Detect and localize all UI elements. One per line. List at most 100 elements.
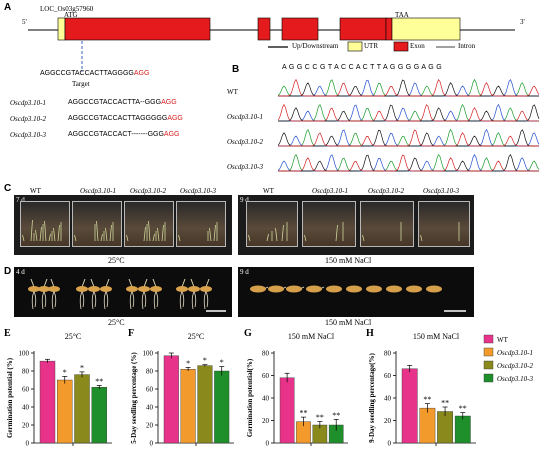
significance-marker: ** xyxy=(316,413,324,422)
bar-WT xyxy=(279,377,295,444)
chromatogram-trace xyxy=(278,79,539,97)
root xyxy=(51,290,57,310)
y-tick-label: 20 xyxy=(146,422,154,430)
allele-3-name: Oscdp3.10-3 xyxy=(10,131,46,139)
panel-label: F xyxy=(128,328,134,339)
seedling-blade xyxy=(126,234,129,242)
legend-utr-label: UTR xyxy=(364,42,378,50)
c-right-wt: WT xyxy=(263,187,274,195)
seedling-blade xyxy=(105,227,108,242)
seed-with-sprout xyxy=(38,278,50,310)
seedling-blade xyxy=(157,227,160,242)
legend-label: Oscdp3.10-2 xyxy=(497,362,533,370)
y-tick-label: 80 xyxy=(22,368,30,376)
chart-title: 150 mM NaCl xyxy=(413,332,460,341)
root xyxy=(179,290,185,310)
seed xyxy=(88,286,100,292)
y-axis-label: Germination potential(%) xyxy=(246,358,254,437)
y-tick-label: 20 xyxy=(22,422,30,430)
root xyxy=(41,290,47,310)
bar-Oscdp3.10-2 xyxy=(437,411,453,444)
y-tick-label: 100 xyxy=(19,350,30,358)
atg-label: ATG xyxy=(64,11,78,19)
seed-salt xyxy=(268,285,287,293)
chromatogram-trace xyxy=(278,103,539,122)
root xyxy=(31,290,37,310)
exon-5 xyxy=(385,17,393,41)
chrom-row-2: Oscdp3.10-2 xyxy=(227,138,263,146)
bar-WT xyxy=(163,355,179,444)
seed xyxy=(138,286,150,292)
significance-marker: ** xyxy=(441,399,449,408)
utr-3 xyxy=(391,17,461,41)
y-axis-label: 5-Day seedling percentage (%) xyxy=(130,352,138,444)
shoot xyxy=(43,278,48,288)
shoot xyxy=(181,278,186,288)
root xyxy=(91,290,97,310)
taa-label: TAA xyxy=(395,11,409,19)
seedling-blade xyxy=(22,234,25,242)
exon-1 xyxy=(64,17,211,41)
d-right-condition: 150 mM NaCl xyxy=(325,318,372,327)
c-left-g3: Oscdp3.10-3 xyxy=(180,187,216,195)
y-tick-label: 0 xyxy=(26,440,30,448)
allele-3-seq: AGGCCGTACCACT-------GGGAGG xyxy=(68,131,180,138)
legend-label: WT xyxy=(497,336,509,344)
chromatogram-trace xyxy=(278,154,539,172)
seedling-blade xyxy=(148,220,151,242)
chart-f: F 25°C 5-Day seedling percentage (%) 0 20 40 6… xyxy=(128,328,234,448)
seedling-blade xyxy=(109,224,112,242)
shoot xyxy=(50,278,55,288)
root xyxy=(191,290,197,310)
chromatogram-trace xyxy=(278,103,539,122)
c-left-wt: WT xyxy=(30,187,41,195)
chromatogram-row-trace xyxy=(278,103,540,122)
legend-intron-label: Intron xyxy=(458,42,476,50)
legend-utr-swatch xyxy=(347,41,363,52)
three-prime-label: 3' xyxy=(520,18,525,26)
seed-salt xyxy=(406,285,422,293)
utr-5 xyxy=(57,17,66,41)
root xyxy=(141,290,147,310)
seed-salt xyxy=(286,285,305,293)
allele-2-seq: AGGCCGTACCACTTAGGGGGAGG xyxy=(68,115,183,122)
bar-Oscdp3.10-3 xyxy=(214,370,230,444)
panel-label-b: B xyxy=(232,64,240,75)
root xyxy=(79,290,85,310)
photo-d-25c: 4 d xyxy=(14,267,232,317)
seedling-blade xyxy=(44,220,47,242)
significance-marker: * xyxy=(220,358,224,367)
bar-Oscdp3.10-1 xyxy=(419,407,436,444)
root xyxy=(153,290,159,310)
chromatogram-trace xyxy=(278,78,540,97)
shoot xyxy=(128,278,133,288)
y-tick-label: 60 xyxy=(22,386,30,394)
seedling-blade xyxy=(57,224,60,242)
c-left-g2: Oscdp3.10-2 xyxy=(130,187,166,195)
y-tick-label: 60 xyxy=(262,372,270,380)
panel-label: E xyxy=(4,328,11,339)
seedlings-25c xyxy=(22,219,218,242)
seed-with-sprout xyxy=(126,278,138,310)
chrom-row-1: Oscdp3.10-1 xyxy=(227,113,263,121)
seedling-blade xyxy=(178,234,181,242)
shoot xyxy=(152,278,157,288)
seedling-blade xyxy=(39,226,42,242)
pot-wt xyxy=(20,201,70,247)
significance-marker: ** xyxy=(299,409,307,418)
panel-label: H xyxy=(366,328,374,339)
root xyxy=(129,290,135,310)
seedling-blade xyxy=(74,234,77,242)
seed xyxy=(346,285,362,293)
legend-label: Oscdp3.10-1 xyxy=(497,349,533,357)
seedling-blade xyxy=(281,224,284,242)
seed xyxy=(126,286,138,292)
chromatogram-traces xyxy=(278,78,540,172)
c-right-g3: Oscdp3.10-3 xyxy=(423,187,459,195)
chrom-row-wt: WT xyxy=(227,88,238,96)
y-tick-label: 40 xyxy=(22,404,30,412)
bar-charts-efgh: E 25°C Germination potential (%) 0 20 40 60 80 1… xyxy=(4,328,533,448)
seed xyxy=(28,286,40,292)
shoot xyxy=(143,278,148,288)
seedling-blade xyxy=(266,233,269,242)
